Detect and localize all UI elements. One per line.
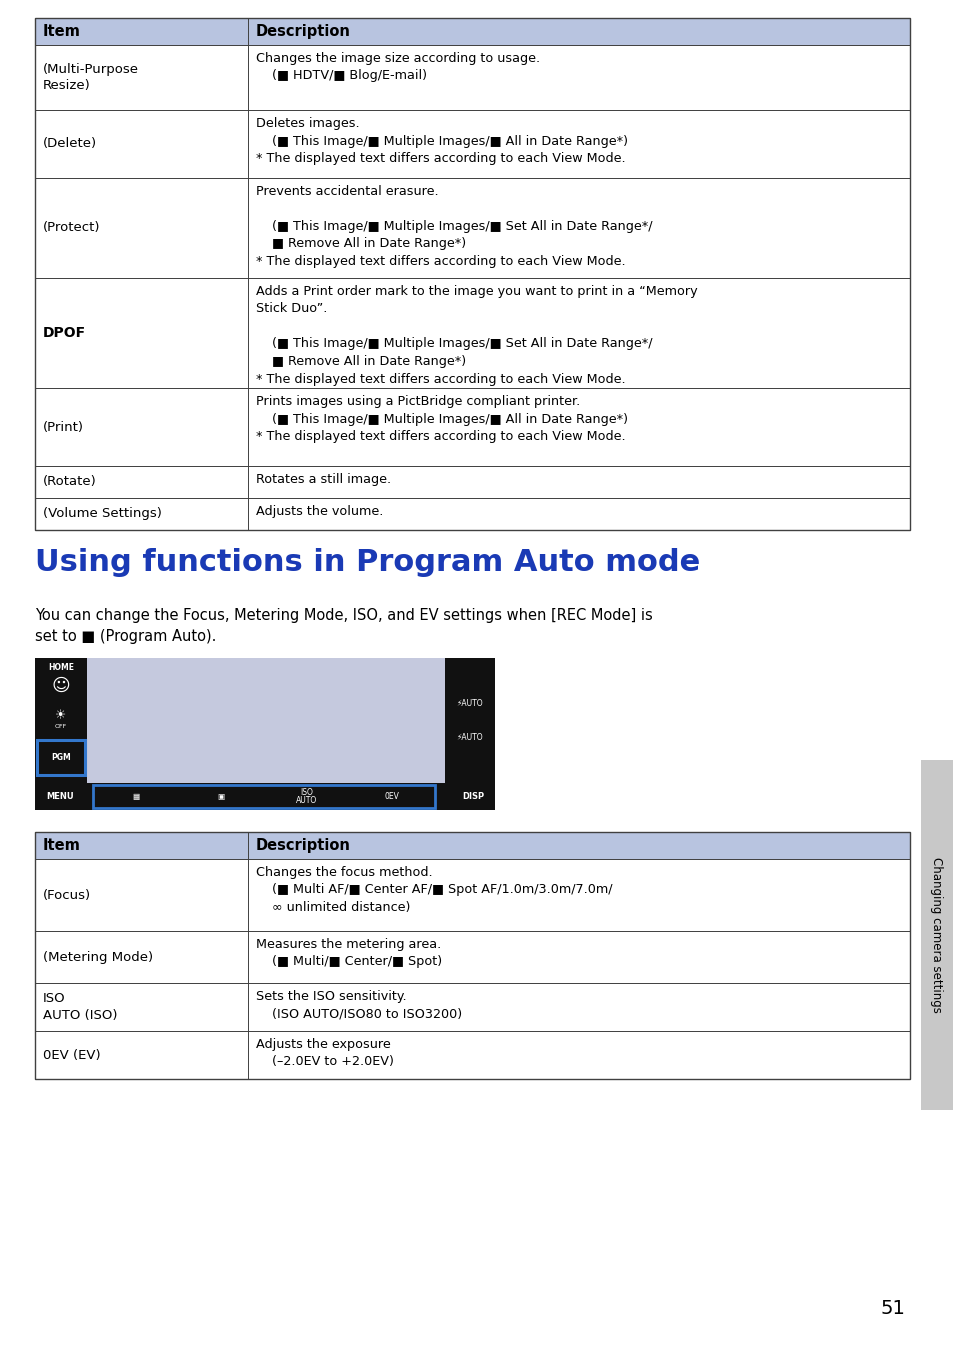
- Text: Changes the focus method.
    (■ Multi AF/■ Center AF/■ Spot AF/1.0m/3.0m/7.0m/
: Changes the focus method. (■ Multi AF/■ …: [255, 866, 612, 915]
- Bar: [35, 18, 909, 531]
- Text: 0EV: 0EV: [384, 792, 399, 801]
- Text: Adds a Print order mark to the image you want to print in a “Memory
Stick Duo”.
: Adds a Print order mark to the image you…: [255, 285, 697, 385]
- Text: ⚡AUTO: ⚡AUTO: [456, 699, 483, 707]
- Bar: [35, 388, 909, 465]
- Text: ISO
AUTO: ISO AUTO: [295, 788, 317, 805]
- Text: Rotates a still image.: Rotates a still image.: [255, 474, 391, 486]
- Text: HOME: HOME: [48, 664, 74, 672]
- Text: (Delete): (Delete): [43, 137, 97, 151]
- Text: Item: Item: [43, 24, 81, 39]
- Text: Measures the metering area.
    (■ Multi/■ Center/■ Spot): Measures the metering area. (■ Multi/■ C…: [255, 938, 441, 969]
- Text: Item: Item: [43, 839, 81, 854]
- Bar: [35, 110, 909, 178]
- Bar: [35, 498, 909, 531]
- Text: (Rotate): (Rotate): [43, 475, 96, 489]
- Text: Prevents accidental erasure.

    (■ This Image/■ Multiple Images/■ Set All in D: Prevents accidental erasure. (■ This Ima…: [255, 185, 652, 267]
- Text: DISP: DISP: [461, 792, 483, 801]
- Text: Prints images using a PictBridge compliant printer.
    (■ This Image/■ Multiple: Prints images using a PictBridge complia…: [255, 395, 627, 442]
- Bar: [35, 783, 495, 810]
- Bar: [444, 658, 495, 810]
- Bar: [37, 740, 85, 775]
- Bar: [35, 178, 909, 278]
- Text: Description: Description: [255, 839, 351, 854]
- Text: (Print): (Print): [43, 421, 84, 433]
- Bar: [920, 760, 953, 1110]
- Text: DPOF: DPOF: [43, 326, 86, 341]
- Text: Sets the ISO sensitivity.
    (ISO AUTO/ISO80 to ISO3200): Sets the ISO sensitivity. (ISO AUTO/ISO8…: [255, 991, 461, 1020]
- Text: Adjusts the exposure
    (–2.0EV to +2.0EV): Adjusts the exposure (–2.0EV to +2.0EV): [255, 1038, 394, 1068]
- Text: 51: 51: [880, 1299, 904, 1318]
- Text: Changing camera settings: Changing camera settings: [929, 858, 943, 1012]
- Text: OFF: OFF: [55, 725, 67, 730]
- Bar: [35, 832, 909, 859]
- Text: ISO
AUTO (ISO): ISO AUTO (ISO): [43, 992, 117, 1022]
- Text: 0EV (EV): 0EV (EV): [43, 1049, 100, 1061]
- Bar: [35, 982, 909, 1031]
- Text: Changes the image size according to usage.
    (■ HDTV/■ Blog/E-mail): Changes the image size according to usag…: [255, 52, 539, 83]
- Bar: [35, 278, 909, 388]
- Text: ▦: ▦: [132, 792, 139, 801]
- Bar: [35, 658, 495, 810]
- Bar: [35, 931, 909, 982]
- Bar: [35, 859, 909, 931]
- Text: PGM: PGM: [51, 753, 71, 763]
- Text: Deletes images.
    (■ This Image/■ Multiple Images/■ All in Date Range*)
* The : Deletes images. (■ This Image/■ Multiple…: [255, 117, 627, 166]
- Text: (Protect): (Protect): [43, 221, 100, 235]
- Text: (Multi-Purpose
Resize): (Multi-Purpose Resize): [43, 62, 139, 92]
- Text: Using functions in Program Auto mode: Using functions in Program Auto mode: [35, 548, 700, 577]
- Bar: [35, 18, 909, 45]
- Text: ☀: ☀: [55, 710, 67, 722]
- Text: Adjusts the volume.: Adjusts the volume.: [255, 505, 383, 518]
- Text: (Volume Settings): (Volume Settings): [43, 508, 162, 521]
- Bar: [92, 784, 435, 807]
- Text: You can change the Focus, Metering Mode, ISO, and EV settings when [REC Mode] is: You can change the Focus, Metering Mode,…: [35, 608, 652, 645]
- Text: (Metering Mode): (Metering Mode): [43, 950, 153, 963]
- Text: MENU: MENU: [46, 792, 73, 801]
- Text: Description: Description: [255, 24, 351, 39]
- Text: ▣: ▣: [217, 792, 225, 801]
- Bar: [35, 45, 909, 110]
- Text: (Focus): (Focus): [43, 889, 91, 901]
- Bar: [35, 832, 909, 1079]
- Bar: [35, 465, 909, 498]
- Text: ⚡AUTO: ⚡AUTO: [456, 734, 483, 742]
- Text: ☺: ☺: [51, 677, 71, 695]
- Bar: [35, 1031, 909, 1079]
- Bar: [87, 658, 444, 783]
